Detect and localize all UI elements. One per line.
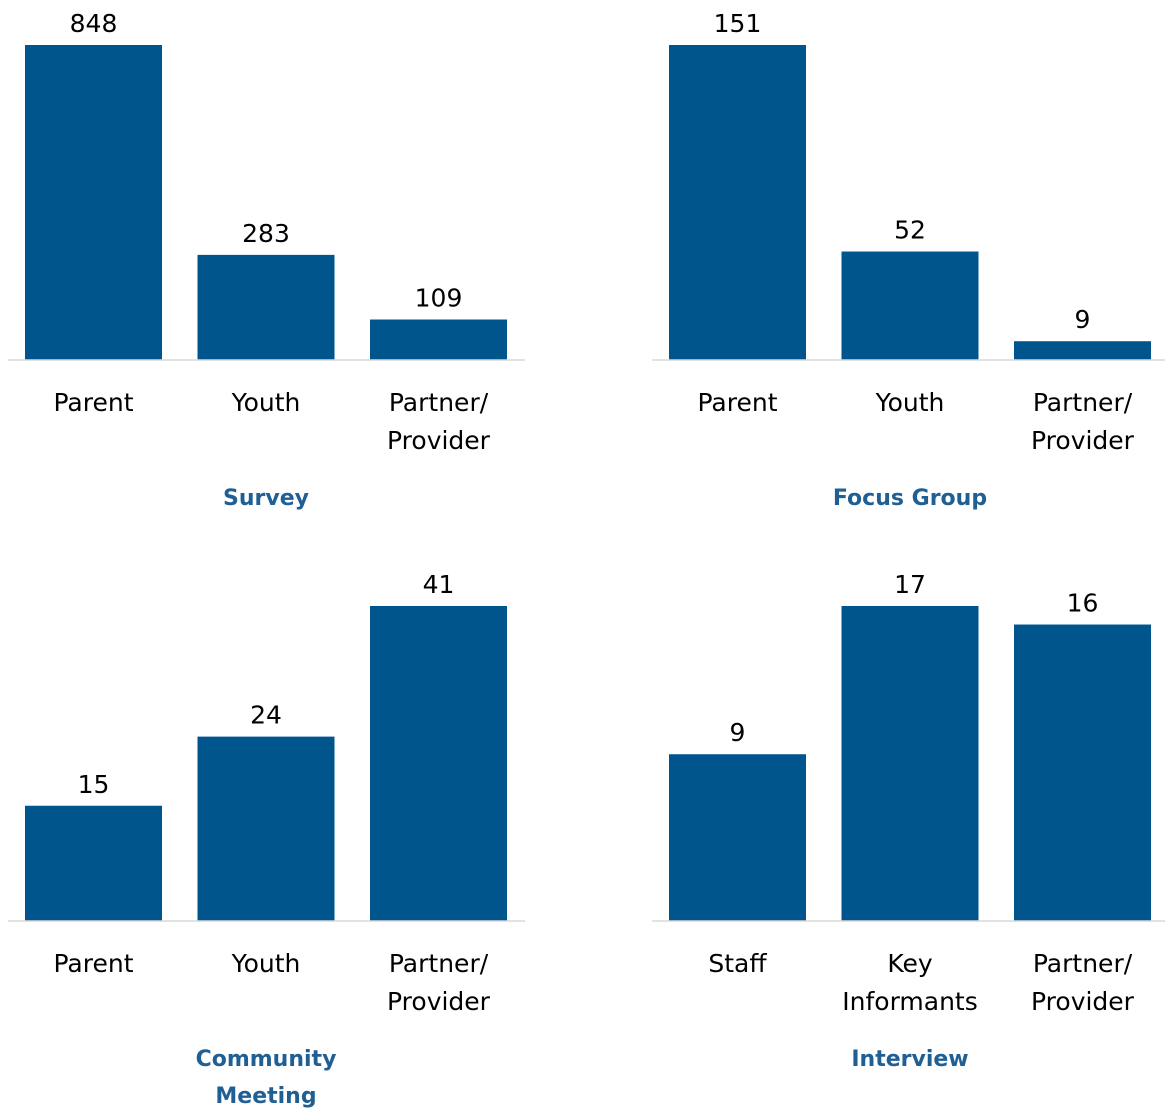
chart-title: Survey — [223, 486, 309, 511]
value-label: 17 — [894, 570, 926, 599]
value-label: 52 — [894, 216, 926, 245]
chart-title: Community Meeting — [196, 1047, 337, 1109]
bar — [841, 251, 979, 360]
x-tick-label: Youth — [231, 949, 301, 978]
value-label: 9 — [1075, 305, 1091, 334]
bar — [197, 254, 335, 360]
value-label: 15 — [78, 770, 110, 799]
bar — [1014, 341, 1151, 360]
value-label: 109 — [415, 284, 463, 313]
value-label: 9 — [730, 718, 746, 747]
x-tick-label: Parent — [53, 388, 133, 417]
bar — [841, 606, 979, 921]
value-label: 24 — [250, 701, 282, 730]
x-tick-label: Partner/Provider — [387, 949, 491, 1016]
value-label: 16 — [1067, 589, 1099, 618]
value-label: 41 — [423, 570, 455, 599]
bar — [25, 45, 162, 360]
x-tick-label: Youth — [875, 388, 945, 417]
chart-title: Interview — [851, 1047, 968, 1072]
bar — [669, 754, 806, 921]
value-label: 848 — [70, 9, 118, 38]
bar — [197, 736, 335, 921]
bar — [1014, 624, 1151, 921]
x-tick-label: Key Informants — [842, 949, 978, 1016]
value-label: 283 — [242, 219, 290, 248]
x-tick-label: Parent — [697, 388, 777, 417]
bar — [669, 45, 806, 360]
bar — [370, 606, 507, 921]
x-tick-label: Youth — [231, 388, 301, 417]
bar — [25, 805, 162, 921]
chart-title: Focus Group — [833, 486, 987, 511]
x-tick-label: Parent — [53, 949, 133, 978]
bar — [370, 319, 507, 360]
x-tick-label: Partner/Provider — [387, 388, 491, 455]
x-tick-label: Partner/Provider — [1031, 949, 1135, 1016]
x-tick-label: Partner/Provider — [1031, 388, 1135, 455]
x-tick-label: Staff — [708, 949, 767, 978]
value-label: 151 — [714, 9, 762, 38]
